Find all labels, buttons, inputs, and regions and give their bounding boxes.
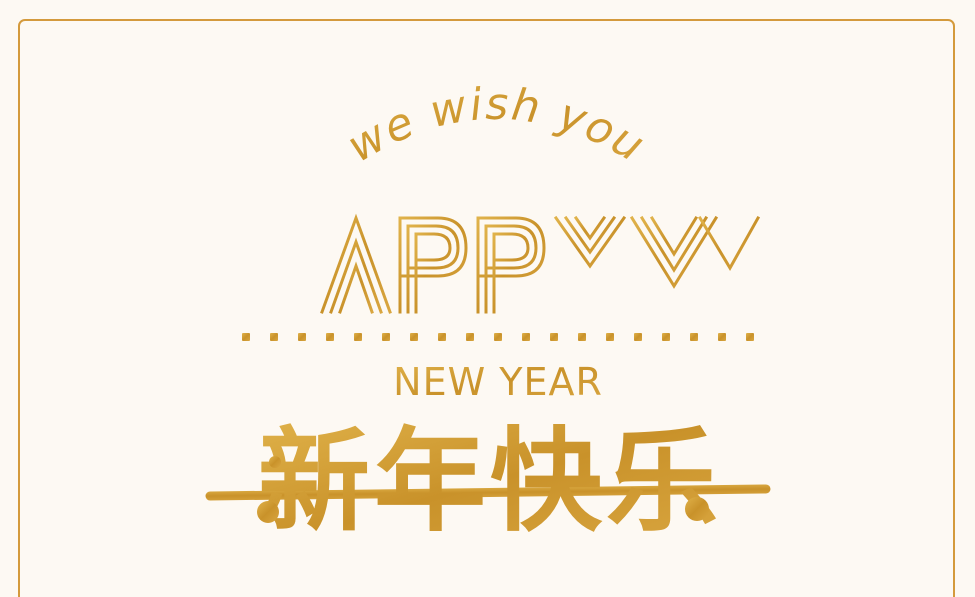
letter-h xyxy=(242,216,314,314)
chinese-decor-dots xyxy=(257,456,709,523)
chinese-greeting-text: 新年快乐 xyxy=(258,417,722,547)
letter-p2 xyxy=(476,216,546,314)
letter-y-right xyxy=(629,215,719,314)
happy-word xyxy=(242,213,761,314)
letter-p1 xyxy=(398,216,468,314)
letter-y-far xyxy=(697,215,761,271)
new-year-text: NEW YEAR xyxy=(393,360,603,404)
we-wish-you-text: we wish you xyxy=(339,79,654,173)
dot-row xyxy=(242,333,754,341)
chinese-baseline-bar xyxy=(205,484,771,501)
letter-a xyxy=(320,213,392,314)
letter-y xyxy=(553,215,627,314)
